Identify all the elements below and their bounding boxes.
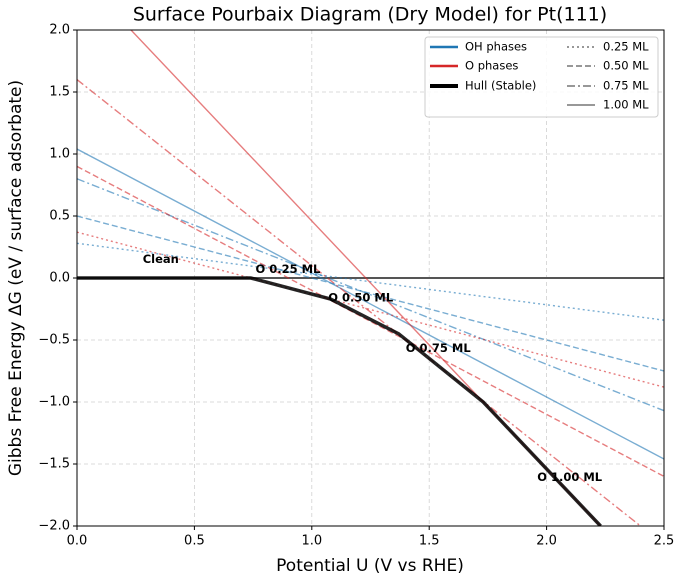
chart-title: Surface Pourbaix Diagram (Dry Model) for… [133,4,607,26]
legend: OH phases O phases Hull (Stable) 0.25 ML 0.5… [424,36,659,118]
axes: 0.0 0.5 1.0 1.5 2.0 2.5 −2.0 −1.5 −1.0 −0.5 0.0 0.5… [38,23,674,549]
annotation: O 0.50 ML [328,290,394,304]
annotation: O 1.00 ML [537,470,603,484]
x-tick-label: 1.0 [301,534,322,549]
legend-box [424,36,659,118]
legend-label: 0.50 ML [603,59,649,73]
legend-label: Hull (Stable) [465,79,536,93]
y-tick-label: 1.0 [49,147,70,162]
phase-line [77,79,642,526]
y-tick-label: −1.0 [38,395,70,410]
x-tick-label: 2.5 [654,534,675,549]
phase-line [77,178,664,412]
legend-label: O phases [465,59,518,73]
y-axis-label: Gibbs Free Energy ΔG (eV / surface adsor… [6,80,26,476]
legend-label: OH phases [465,40,527,54]
hull-line [77,276,602,526]
y-tick-label: −1.5 [38,457,70,472]
y-tick-label: 2.0 [49,23,70,38]
annotation: Clean [143,252,179,266]
y-tick-label: 0.0 [49,271,70,286]
legend-label: 0.75 ML [603,79,649,93]
phase-line [77,242,664,321]
x-tick-label: 0.0 [67,534,88,549]
x-axis-label: Potential U (V vs RHE) [276,556,464,576]
legend-label: 0.25 ML [603,40,649,54]
x-tick-label: 0.5 [184,534,205,549]
y-tick-label: 0.5 [49,209,70,224]
y-tick-label: −2.0 [38,519,70,534]
annotation: O 0.25 ML [255,262,321,276]
y-tick-label: −0.5 [38,333,70,348]
annotation: O 0.75 ML [406,341,472,355]
phase-line [77,215,664,372]
phase-line [77,165,664,478]
lines [77,30,664,526]
y-tick-label: 1.5 [49,85,70,100]
x-tick-label: 1.5 [419,534,440,549]
phase-line [77,231,664,388]
phase-line [77,148,664,460]
legend-label: 1.00 ML [603,98,649,112]
annotations: Clean O 0.25 ML O 0.50 ML O 0.75 ML O 1.00 M… [143,252,603,484]
x-tick-label: 2.0 [536,534,557,549]
